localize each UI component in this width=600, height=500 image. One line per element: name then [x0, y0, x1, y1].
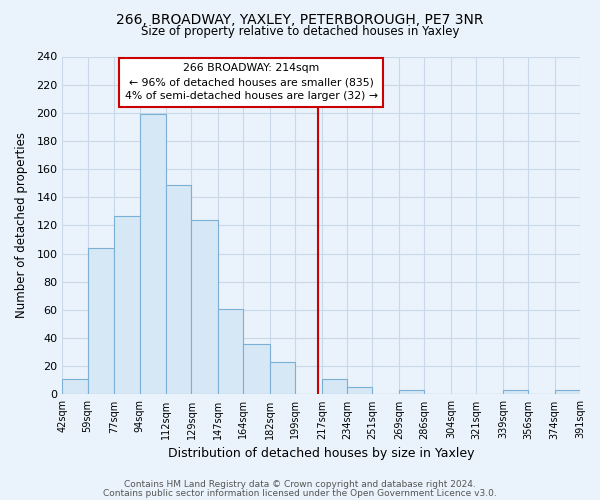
Bar [166, 184, 191, 394]
Bar [115, 216, 140, 394]
Bar [347, 388, 373, 394]
Bar [322, 379, 347, 394]
Bar [88, 248, 115, 394]
Text: Contains HM Land Registry data © Crown copyright and database right 2024.: Contains HM Land Registry data © Crown c… [124, 480, 476, 489]
Bar [503, 390, 528, 394]
Text: 266, BROADWAY, YAXLEY, PETERBOROUGH, PE7 3NR: 266, BROADWAY, YAXLEY, PETERBOROUGH, PE7… [116, 12, 484, 26]
Bar [270, 362, 295, 394]
Bar [244, 344, 270, 394]
Bar [62, 379, 88, 394]
Text: Size of property relative to detached houses in Yaxley: Size of property relative to detached ho… [141, 25, 459, 38]
X-axis label: Distribution of detached houses by size in Yaxley: Distribution of detached houses by size … [168, 447, 475, 460]
Bar [191, 220, 218, 394]
Bar [555, 390, 580, 394]
Bar [399, 390, 424, 394]
Text: 266 BROADWAY: 214sqm
← 96% of detached houses are smaller (835)
4% of semi-detac: 266 BROADWAY: 214sqm ← 96% of detached h… [125, 64, 378, 102]
Text: Contains public sector information licensed under the Open Government Licence v3: Contains public sector information licen… [103, 488, 497, 498]
Bar [140, 114, 166, 394]
Bar [218, 308, 244, 394]
Y-axis label: Number of detached properties: Number of detached properties [15, 132, 28, 318]
